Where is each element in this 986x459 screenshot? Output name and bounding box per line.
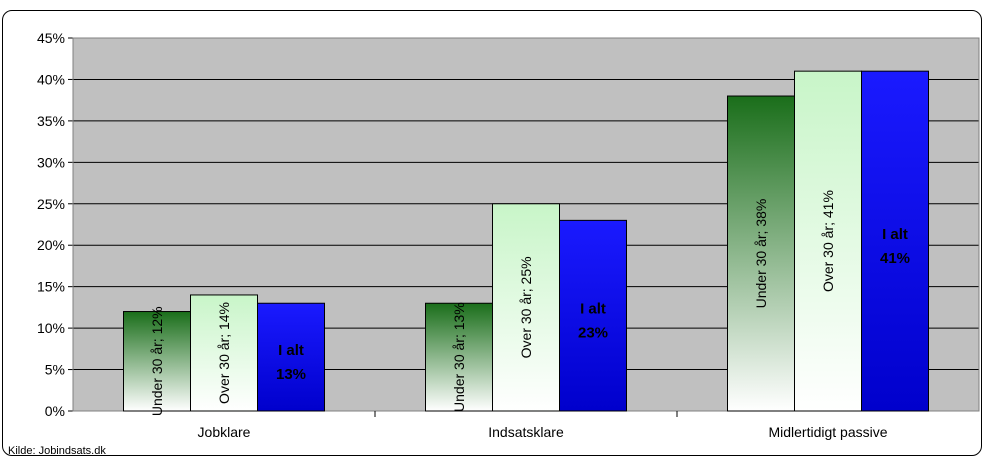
bars — [123, 70, 929, 412]
bar — [861, 70, 929, 412]
x-tick-label: Jobklare — [198, 424, 251, 440]
data-label: 13% — [276, 366, 306, 383]
y-tick-label: 25% — [37, 196, 65, 212]
data-label: Over 30 år; 41% — [820, 190, 836, 292]
y-tick-label: 15% — [37, 279, 65, 295]
data-label: Over 30 år; 14% — [216, 302, 232, 404]
data-label: Over 30 år; 25% — [518, 256, 534, 358]
source-note: Kilde: Jobindsats.dk — [8, 445, 106, 457]
data-label: I alt — [882, 226, 908, 243]
bar — [190, 294, 258, 412]
y-tick-label: 45% — [37, 30, 65, 46]
bar — [794, 70, 862, 412]
bar — [727, 95, 795, 412]
data-label: Under 30 år; 12% — [149, 306, 165, 416]
data-label: 23% — [578, 325, 608, 342]
data-label: Under 30 år; 13% — [451, 302, 467, 412]
bar — [257, 302, 325, 412]
bar — [559, 219, 627, 412]
data-label: 41% — [880, 250, 910, 267]
y-tick-label: 35% — [37, 113, 65, 129]
data-labels: Under 30 år; 12% Over 30 år; 14% I alt 13% U… — [149, 190, 910, 416]
y-tick-label: 30% — [37, 154, 65, 170]
bar — [425, 302, 493, 412]
bar — [492, 203, 560, 412]
y-tick-label: 0% — [45, 403, 65, 419]
data-label: Under 30 år; 38% — [753, 199, 769, 309]
y-tick-label: 5% — [45, 362, 65, 378]
y-tick-label: 10% — [37, 320, 65, 336]
y-tick-label: 20% — [37, 237, 65, 253]
x-axis-tick-labels: Jobklare Indsatsklare Midlertidigt passive — [198, 424, 888, 440]
x-tick-label: Midlertidigt passive — [768, 424, 887, 440]
data-label: I alt — [278, 342, 304, 359]
y-axis-tick-labels: 0% 5% 10% 15% 20% 25% 30% 35% 40% 45% — [37, 30, 65, 419]
y-tick-label: 40% — [37, 71, 65, 87]
data-label: I alt — [580, 301, 606, 318]
x-tick-label: Indsatsklare — [488, 424, 564, 440]
bar — [123, 311, 191, 412]
